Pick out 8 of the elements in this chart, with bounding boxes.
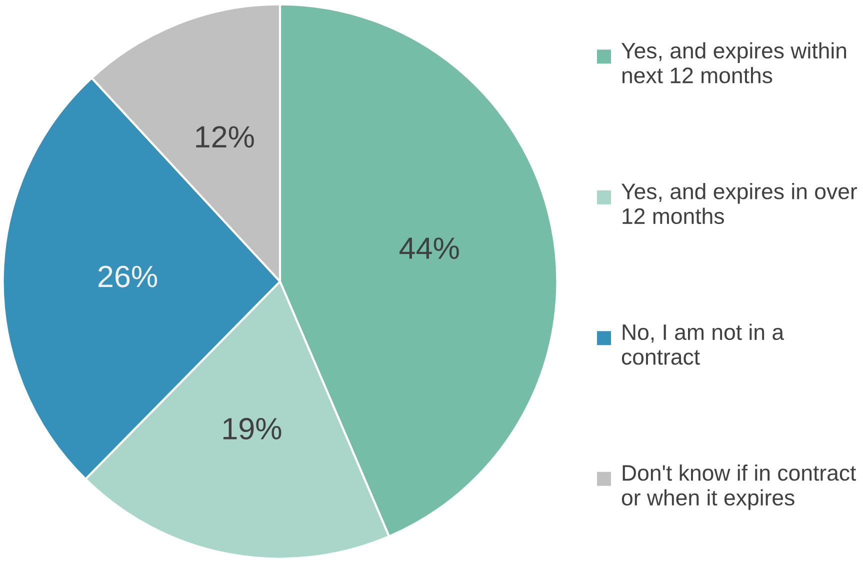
data-label: 26% (98, 266, 158, 288)
data-label: 44% (399, 238, 459, 259)
data-label: 12% (196, 126, 254, 148)
data-label: 19% (223, 418, 282, 440)
legend-label: No, I am not in a contract (622, 324, 784, 365)
legend-label: Yes, and expires within next 12 months (621, 42, 846, 84)
legend-label: Yes, and expires in over 12 months (621, 182, 858, 224)
legend-label: Don't know if in contract or when it expires (622, 464, 856, 510)
